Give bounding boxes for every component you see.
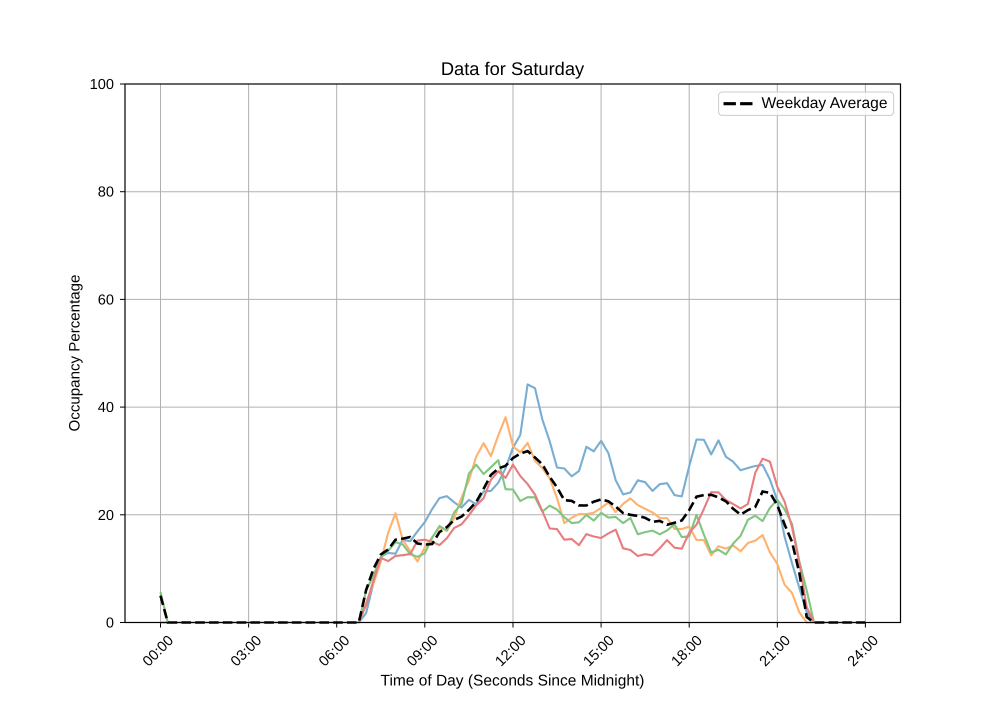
svg-text:Data for Saturday: Data for Saturday [441,58,585,79]
svg-text:40: 40 [98,400,114,416]
svg-text:60: 60 [98,292,114,308]
svg-text:Occupancy Percentage: Occupancy Percentage [67,275,84,432]
svg-text:Weekday Average: Weekday Average [762,95,888,112]
svg-text:80: 80 [98,185,114,201]
svg-text:0: 0 [106,616,114,632]
svg-text:100: 100 [90,77,114,93]
svg-text:20: 20 [98,508,114,524]
svg-text:Time of Day (Seconds Since Mid: Time of Day (Seconds Since Midnight) [381,673,645,690]
